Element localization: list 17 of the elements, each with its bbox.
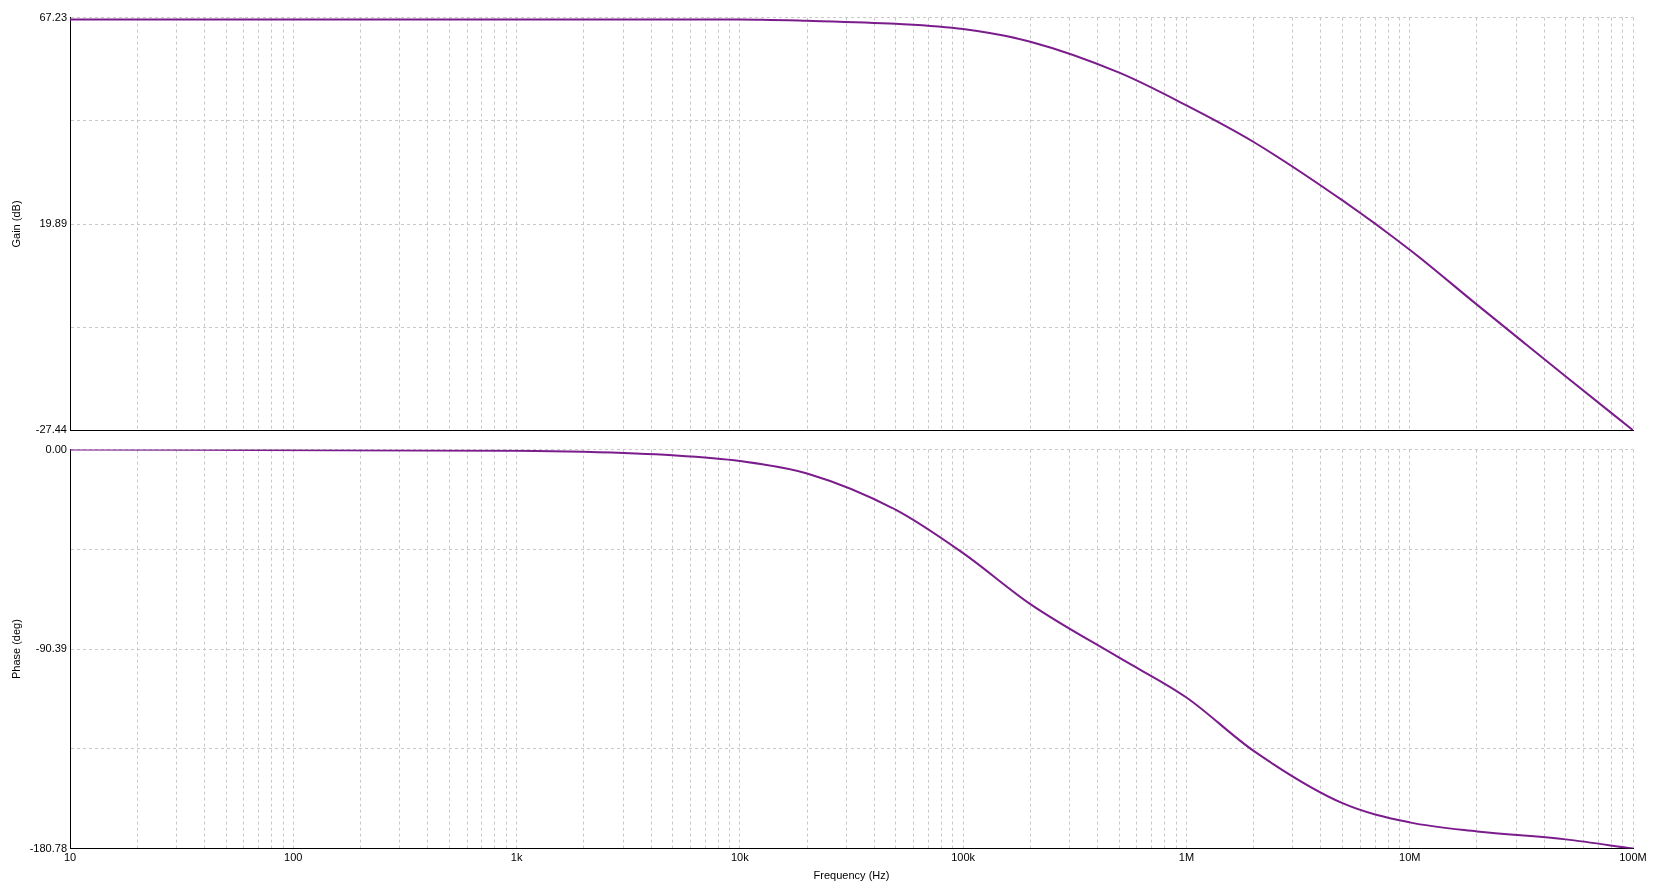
x-tick-label: 10M xyxy=(1399,851,1421,864)
y-tick-label: -27.44 xyxy=(35,423,67,436)
y-axis-title: Gain (dB) xyxy=(9,200,22,248)
x-tick-label: 10k xyxy=(730,851,750,864)
x-tick-label: 100M xyxy=(1619,851,1647,864)
x-tick-label: 100 xyxy=(284,851,303,864)
x-axis-title: Frequency (Hz) xyxy=(813,869,890,882)
x-tick-label: 10 xyxy=(63,851,77,864)
y-tick-label: 0.00 xyxy=(45,442,67,455)
x-tick-label: 1M xyxy=(1178,851,1195,864)
x-tick-label: 100k xyxy=(951,851,976,864)
y-tick-label: -180.78 xyxy=(29,841,67,854)
x-tick-label: 1k xyxy=(510,851,523,864)
y-axis-title: Phase (deg) xyxy=(9,619,22,680)
y-tick-label: 19.89 xyxy=(39,217,67,230)
y-tick-label: -90.39 xyxy=(35,642,67,655)
y-tick-label: 67.23 xyxy=(39,10,67,23)
